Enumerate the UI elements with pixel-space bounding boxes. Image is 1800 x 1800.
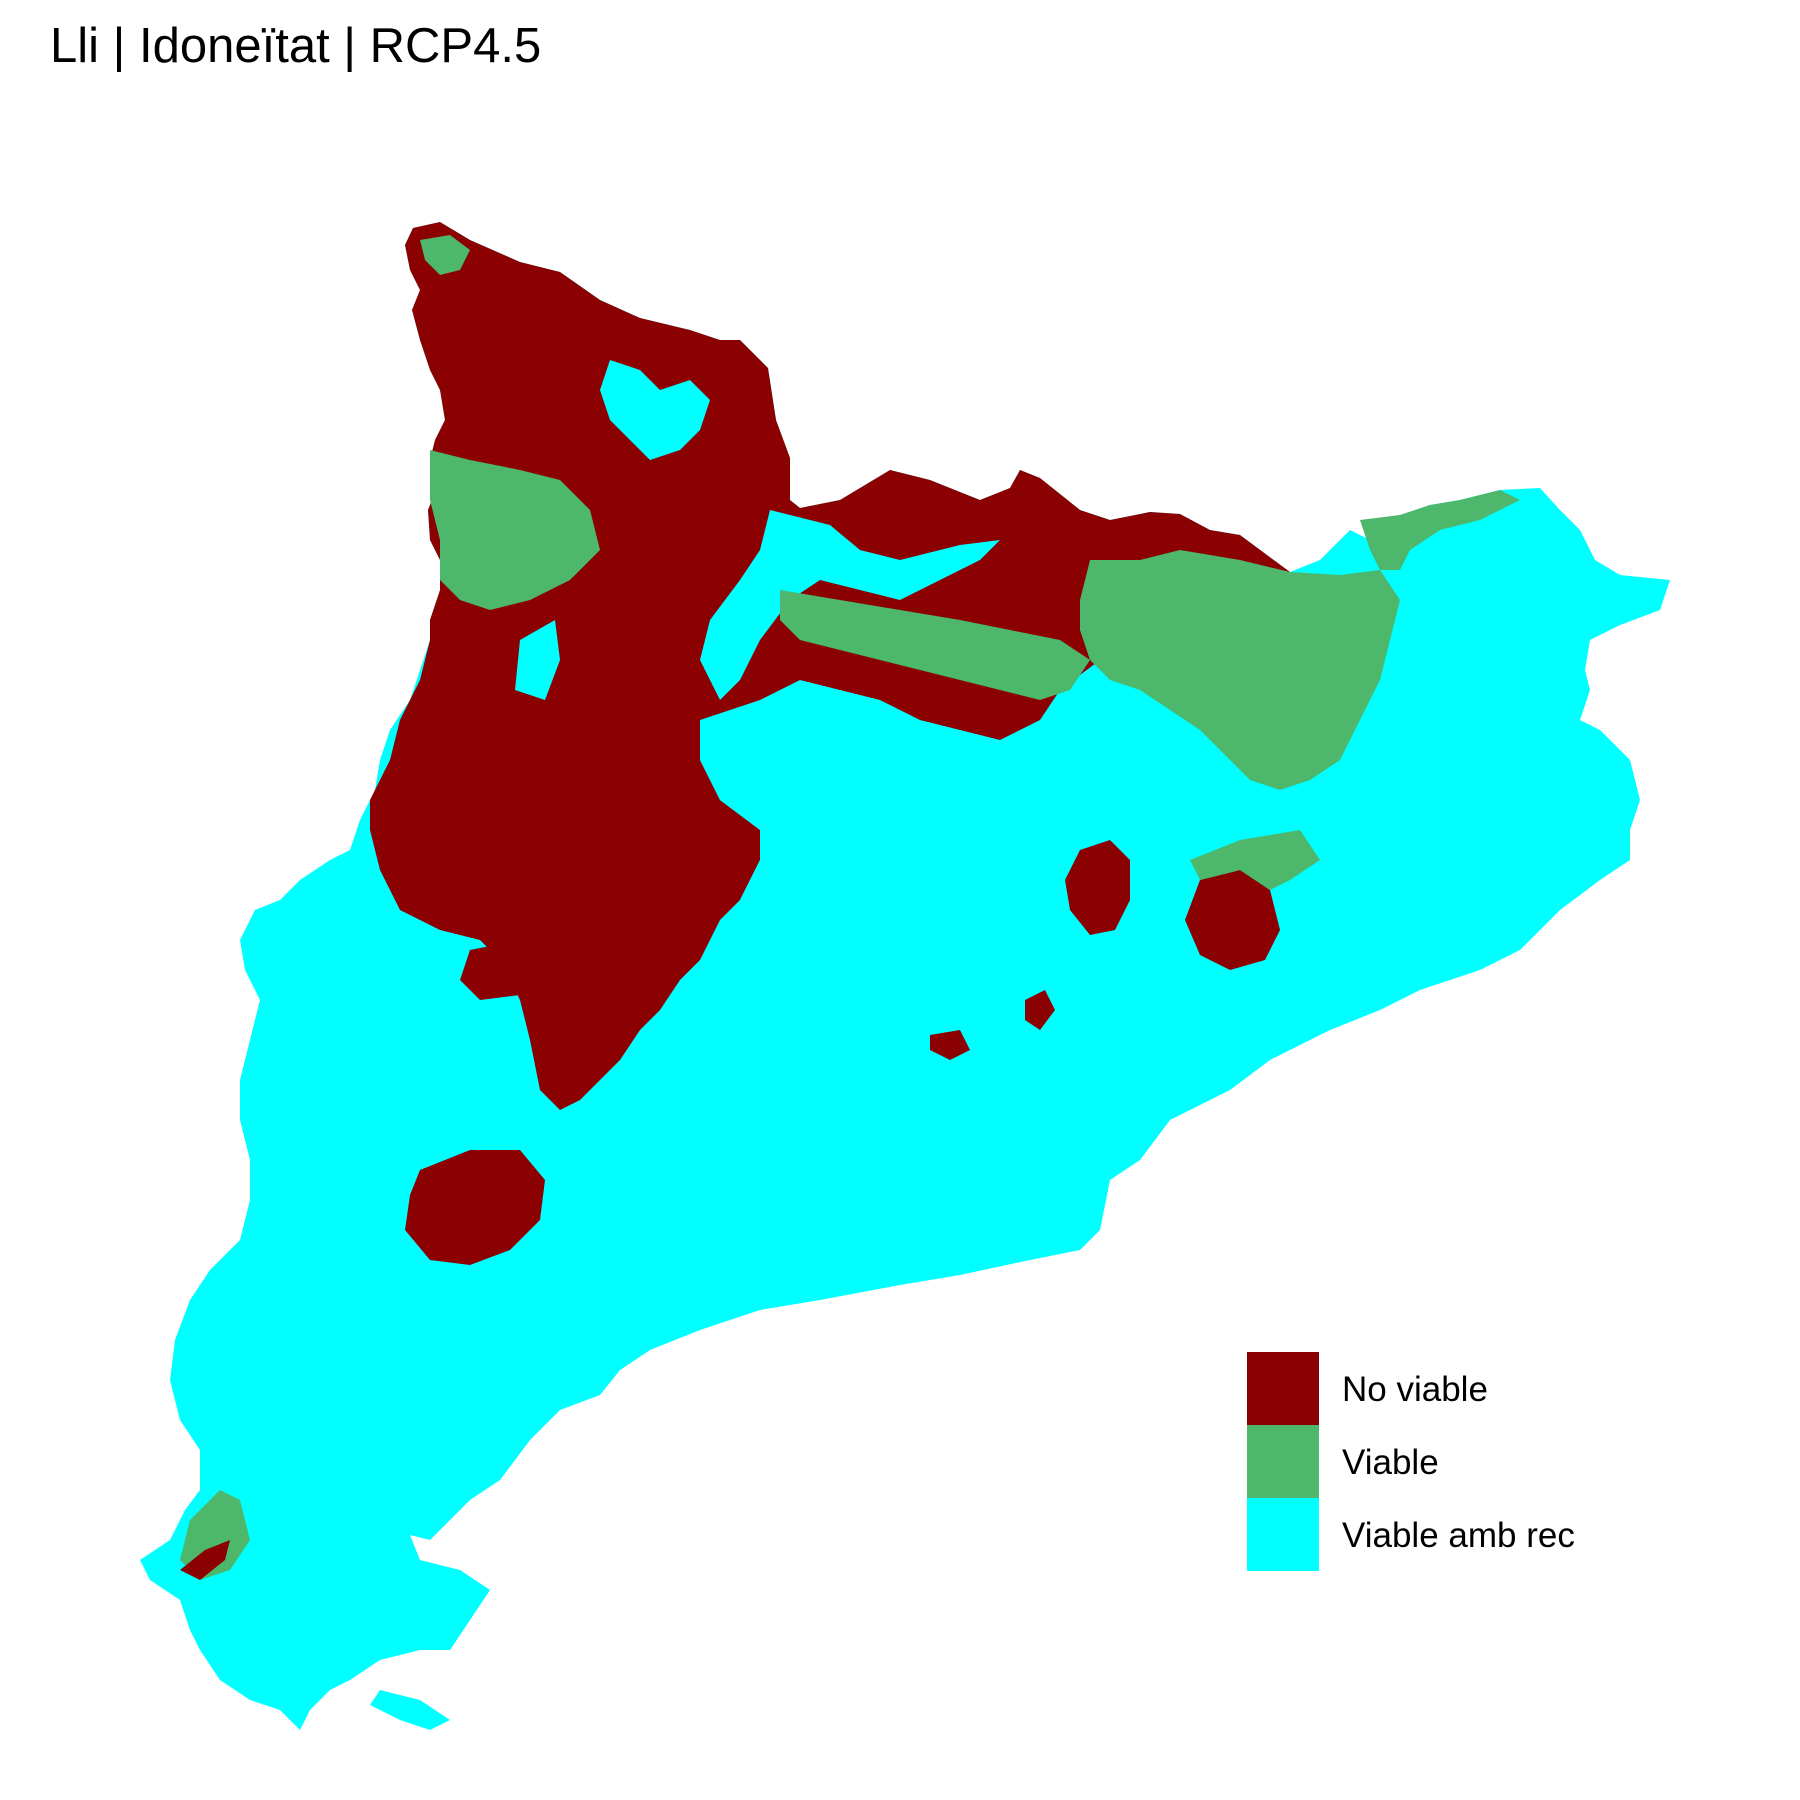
legend-label-no-viable: No viable xyxy=(1342,1370,1488,1409)
legend-swatch-viable xyxy=(1247,1425,1319,1498)
region-viable-amb-rec-north-valley xyxy=(600,360,710,460)
region-viable-northeast-2 xyxy=(1360,490,1520,570)
legend-swatch-no-viable xyxy=(1247,1352,1319,1425)
region-viable-amb-rec-delta xyxy=(370,1690,450,1730)
region-no-viable-small-2 xyxy=(930,1030,970,1060)
region-no-viable-small-1 xyxy=(1025,990,1055,1030)
region-viable-amb-rec-valleys xyxy=(700,510,1000,700)
map-title: Lli | Idoneïtat | RCP4.5 xyxy=(50,19,542,73)
region-viable-pyrenees xyxy=(780,590,1090,700)
legend-label-viable-amb-rec: Viable amb rec xyxy=(1342,1516,1575,1555)
region-viable-montseny-ring xyxy=(1190,830,1320,890)
legend-swatch-viable-amb-rec xyxy=(1247,1498,1319,1571)
region-no-viable-west-island xyxy=(460,940,540,1000)
region-viable-northeast xyxy=(1080,550,1400,790)
legend-label-viable: Viable xyxy=(1342,1443,1439,1482)
region-no-viable-delta xyxy=(180,1540,230,1580)
region-viable-amb-rec-west-valley xyxy=(515,620,560,700)
region-no-viable-prades xyxy=(405,1150,545,1265)
region-no-viable-north xyxy=(370,222,1290,1110)
region-viable-amb-rec-central xyxy=(700,690,1110,1000)
region-viable-west xyxy=(430,450,600,610)
region-no-viable-montseny xyxy=(1185,870,1280,970)
region-viable-north-tip xyxy=(420,235,470,275)
region-no-viable-central-east xyxy=(1065,840,1130,935)
